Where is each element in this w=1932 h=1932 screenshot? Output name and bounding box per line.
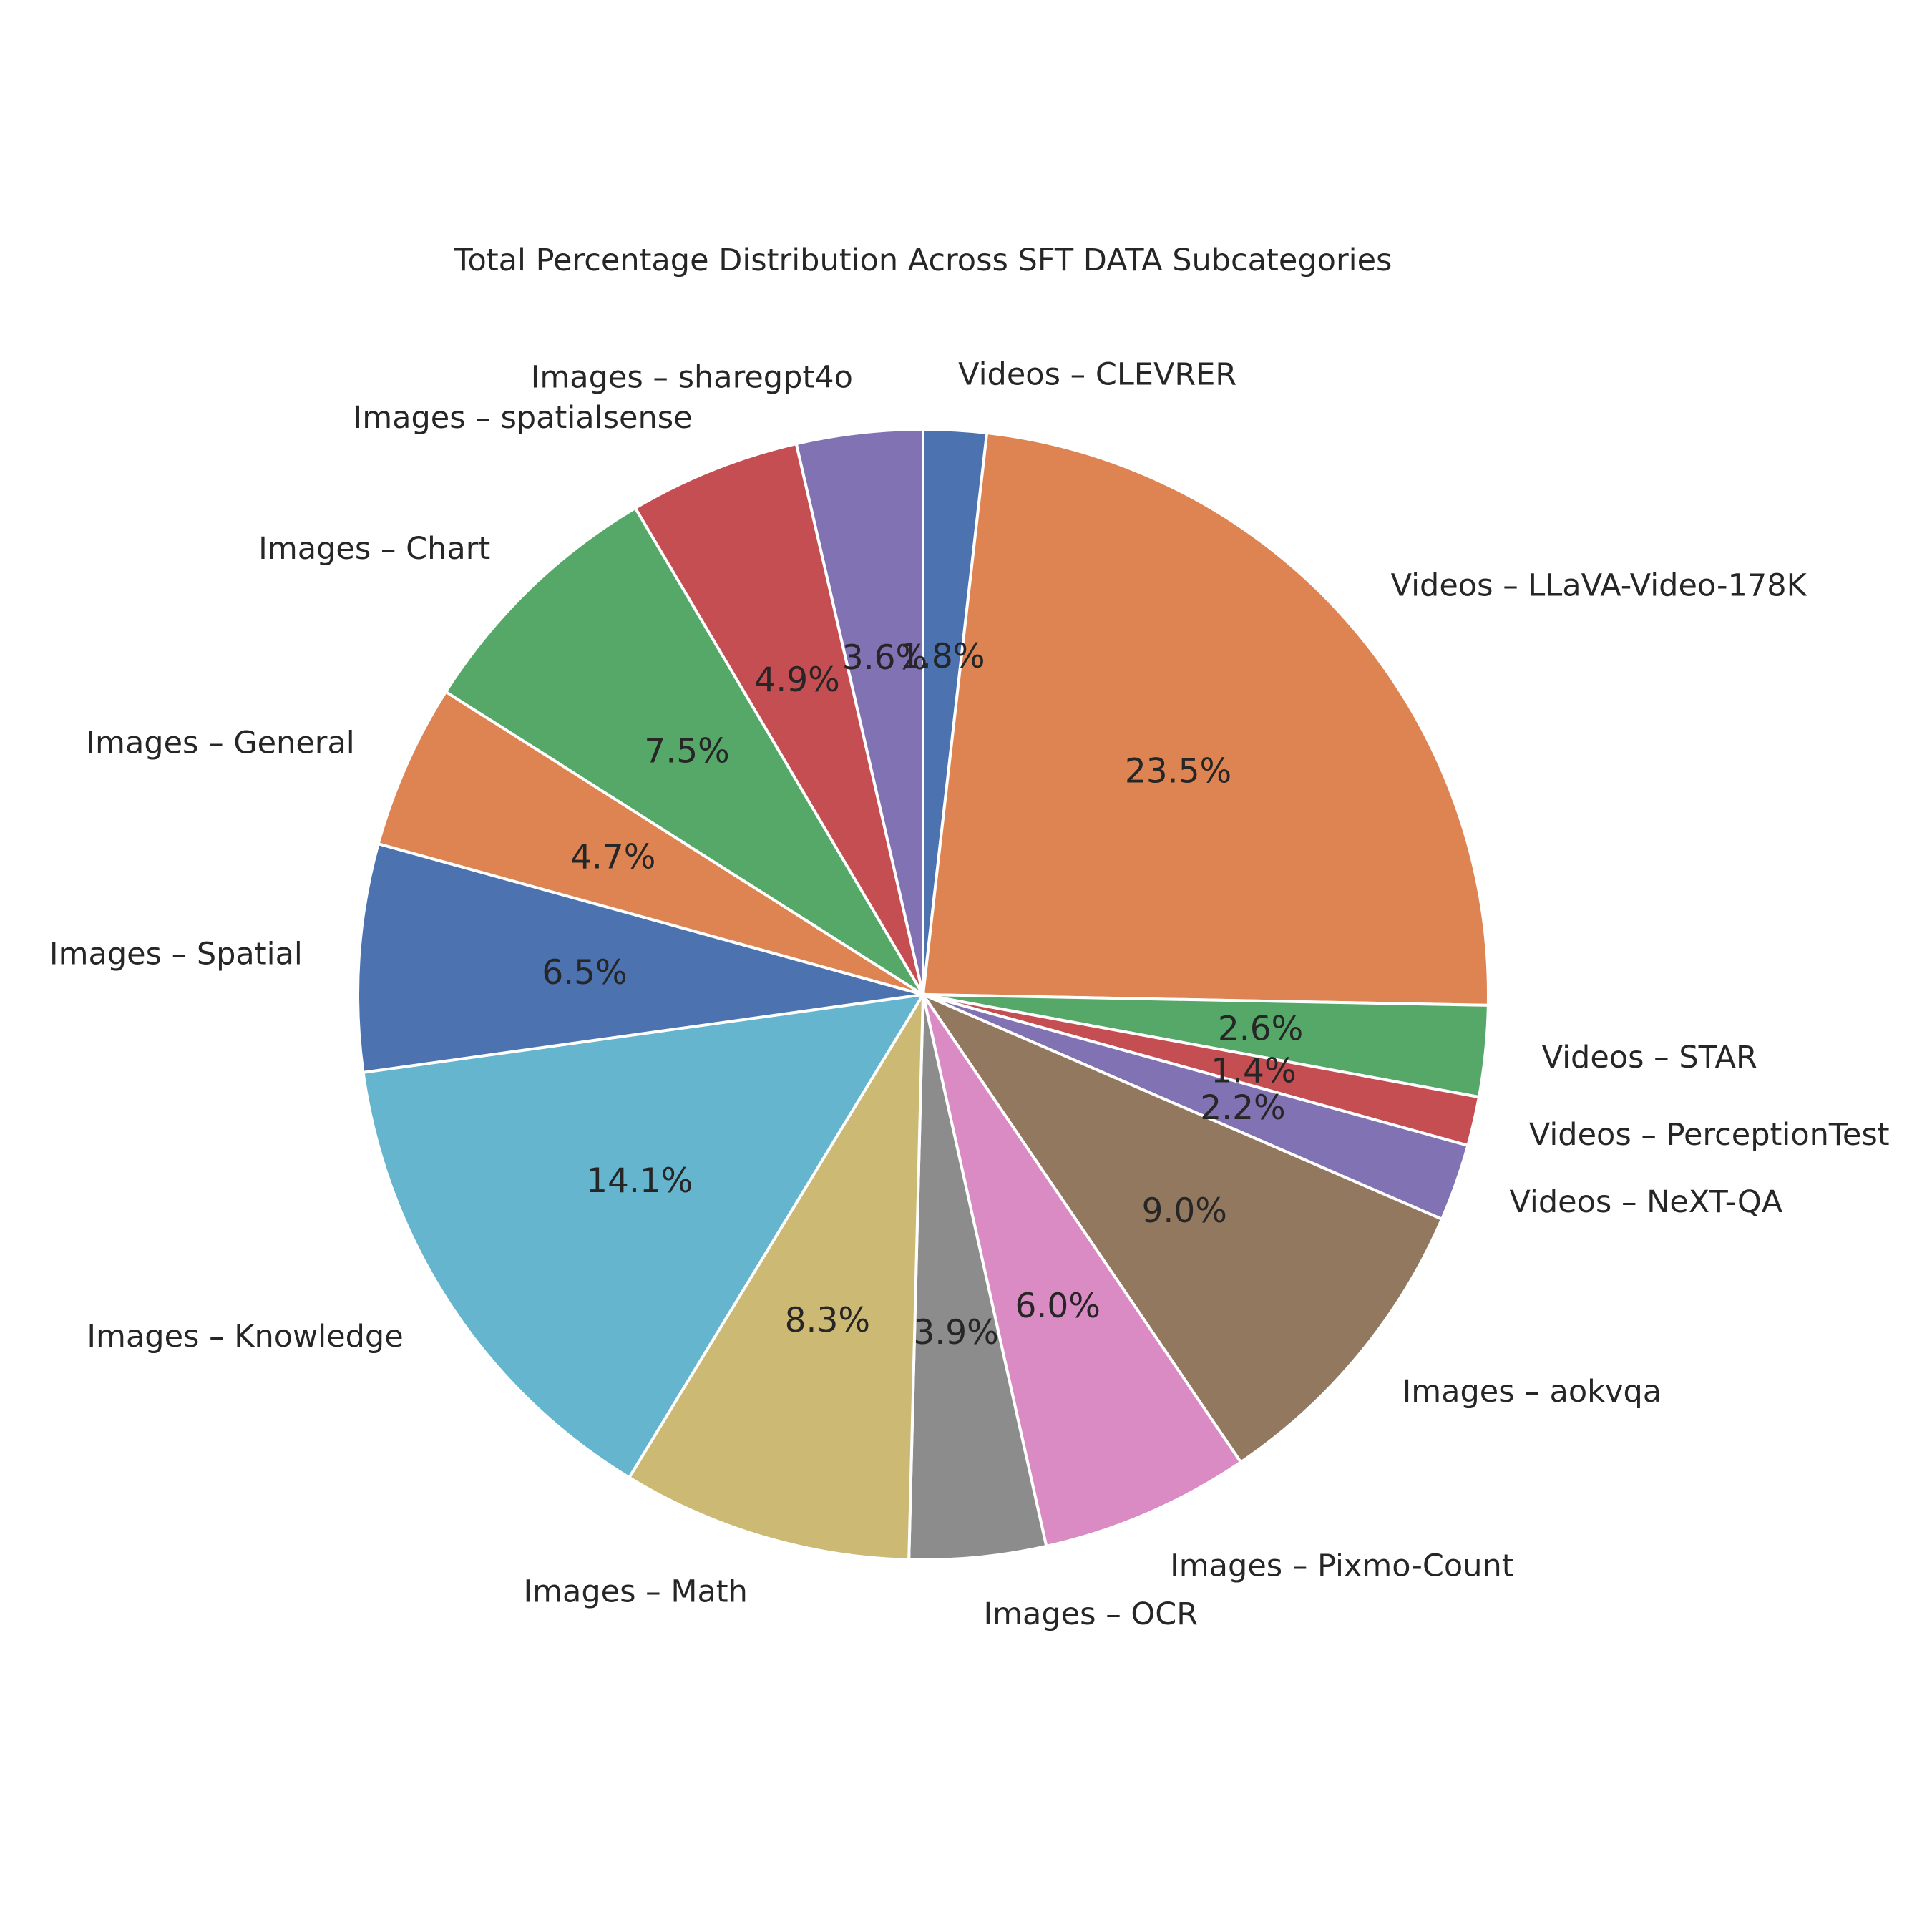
pie-wedge: [922, 993, 1243, 1548]
pie-percent-label: 7.5%: [644, 732, 729, 771]
pie-percent-label: 3.9%: [913, 1313, 998, 1352]
pie-wedge: [356, 841, 924, 1075]
pie-category-label: Videos – STAR: [1542, 1040, 1757, 1075]
pie-percent-label: 2.2%: [1200, 1088, 1285, 1128]
pie-wedge: [376, 689, 924, 996]
pie-category-label: Images – Chart: [258, 531, 490, 567]
pie-percent-label: 14.1%: [586, 1161, 693, 1201]
pie-wedge: [921, 431, 1490, 1007]
pie-wedge: [919, 991, 1444, 1465]
pie-wedges: [356, 427, 1490, 1561]
pie-percent-labels: 1.8% 23.5% 2.6%1.4%2.2% 9.0% 6.0% 3.9% 8.3% 14.…: [542, 637, 1303, 1352]
chart-title: Total Percentage Distribution Across SFT…: [454, 243, 1392, 278]
pie-percent-label: 6.5%: [542, 953, 627, 992]
pie-category-label: Images – General: [86, 725, 354, 761]
pie-wedge: [627, 989, 925, 1561]
pie-wedge: [633, 441, 924, 996]
pie-category-label: Videos – NeXT-QA: [1509, 1184, 1782, 1220]
pie-percent-label: 8.3%: [785, 1301, 870, 1340]
pie-category-label: Images – OCR: [983, 1596, 1198, 1632]
pie-wedge: [907, 994, 1048, 1561]
pie-category-labels: Videos – CLEVRER Videos – LLaVA-Video-178…: [49, 356, 1890, 1631]
pie-wedge: [361, 992, 926, 1480]
pie-percent-label: 6.0%: [1015, 1287, 1101, 1326]
pie-percent-label: 1.4%: [1211, 1051, 1296, 1091]
pie-percent-label: 4.9%: [754, 660, 839, 700]
pie-percent-label: 4.7%: [570, 838, 655, 877]
pie-wedge: [794, 427, 924, 995]
pie-percent-label: 1.8%: [899, 637, 985, 676]
pie-category-label: Images – Spatial: [49, 937, 303, 972]
pie-wedge: [444, 506, 924, 996]
pie-category-label: Videos – PerceptionTest: [1529, 1117, 1890, 1153]
pie-percent-label: 2.6%: [1218, 1010, 1303, 1049]
pie-category-label: Images – spatialsense: [353, 400, 693, 436]
pie-category-label: Images – sharegpt4o: [531, 360, 853, 396]
pie-percent-label: 9.0%: [1142, 1191, 1227, 1231]
pie-percent-label: 3.6%: [842, 638, 927, 678]
pie-category-label: Images – Math: [523, 1574, 747, 1610]
pie-percent-label: 23.5%: [1125, 752, 1231, 791]
pie-category-label: Images – Knowledge: [87, 1319, 403, 1355]
pie-category-label: Images – Pixmo-Count: [1170, 1548, 1514, 1584]
pie-category-label: Videos – CLEVRER: [958, 356, 1236, 392]
pie-category-label: Videos – LLaVA-Video-178K: [1391, 567, 1808, 603]
pie-category-label: Images – aokvqa: [1402, 1374, 1662, 1410]
